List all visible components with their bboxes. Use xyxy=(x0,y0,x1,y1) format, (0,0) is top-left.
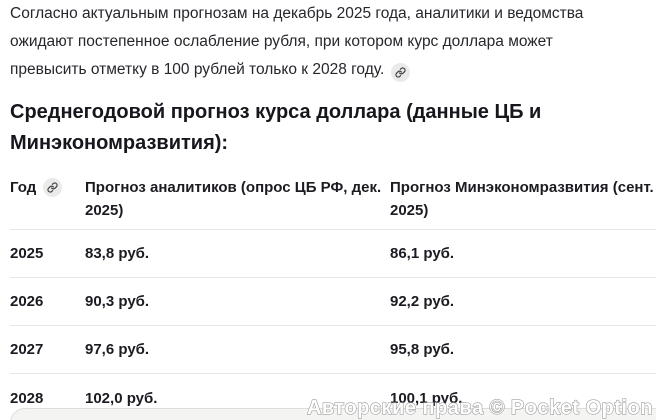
cell-year: 2027 xyxy=(10,341,44,358)
table-header-year-label: Год xyxy=(10,179,37,196)
table-row: 2028 102,0 руб. 100,1 руб. xyxy=(10,374,656,420)
source-link-badge[interactable] xyxy=(391,63,411,82)
section-heading: Среднегодовой прогноз курса доллара (дан… xyxy=(10,97,656,159)
intro-line: Согласно актуальным прогнозам на декабрь… xyxy=(10,5,584,22)
table-header-analysts: Прогноз аналитиков (опрос ЦБ РФ, дек. 20… xyxy=(85,179,382,219)
cell-year: 2026 xyxy=(10,293,44,310)
table-header-row: Год Прогноз аналитиков (опрос ЦБ РФ, дек… xyxy=(10,176,656,230)
table-row: 2025 83,8 руб. 86,1 руб. xyxy=(10,230,656,278)
cell-analysts: 83,8 руб. xyxy=(85,245,150,262)
cell-year: 2025 xyxy=(10,245,44,262)
table-row: 2027 97,6 руб. 95,8 руб. xyxy=(10,326,656,374)
heading-line: Минэкономразвития): xyxy=(10,132,229,154)
cell-analysts: 90,3 руб. xyxy=(85,293,150,310)
cell-ministry: 86,1 руб. xyxy=(390,245,455,262)
forecast-table: Год Прогноз аналитиков (опрос ЦБ РФ, дек… xyxy=(10,176,656,420)
intro-line-text: превысить отметку в 100 рублей только к … xyxy=(10,61,385,78)
table-header-year: Год xyxy=(10,176,85,222)
year-link-badge[interactable] xyxy=(43,178,63,197)
intro-line-last: превысить отметку в 100 рублей только к … xyxy=(10,56,656,84)
table-row: 2026 90,3 руб. 92,2 руб. xyxy=(10,278,656,326)
table-header-ministry: Прогноз Минэкономразвития (сент. 2025) xyxy=(390,179,654,219)
heading-line: Среднегодовой прогноз курса доллара (дан… xyxy=(10,101,542,123)
cell-ministry: 95,8 руб. xyxy=(390,341,455,358)
cell-ministry: 100,1 руб. xyxy=(390,389,463,407)
cell-ministry: 92,2 руб. xyxy=(390,293,455,310)
intro-paragraph: Согласно актуальным прогнозам на декабрь… xyxy=(10,0,656,84)
cell-analysts: 102,0 руб. xyxy=(85,389,158,407)
link-icon xyxy=(395,67,406,78)
watermark: Авторские права © Pocket Option xyxy=(306,396,653,419)
cell-year: 2028 xyxy=(10,389,44,407)
intro-line: ожидают постепенное ослабление рубля, пр… xyxy=(10,33,553,50)
cell-analysts: 97,6 руб. xyxy=(85,341,150,358)
link-icon xyxy=(47,182,58,193)
